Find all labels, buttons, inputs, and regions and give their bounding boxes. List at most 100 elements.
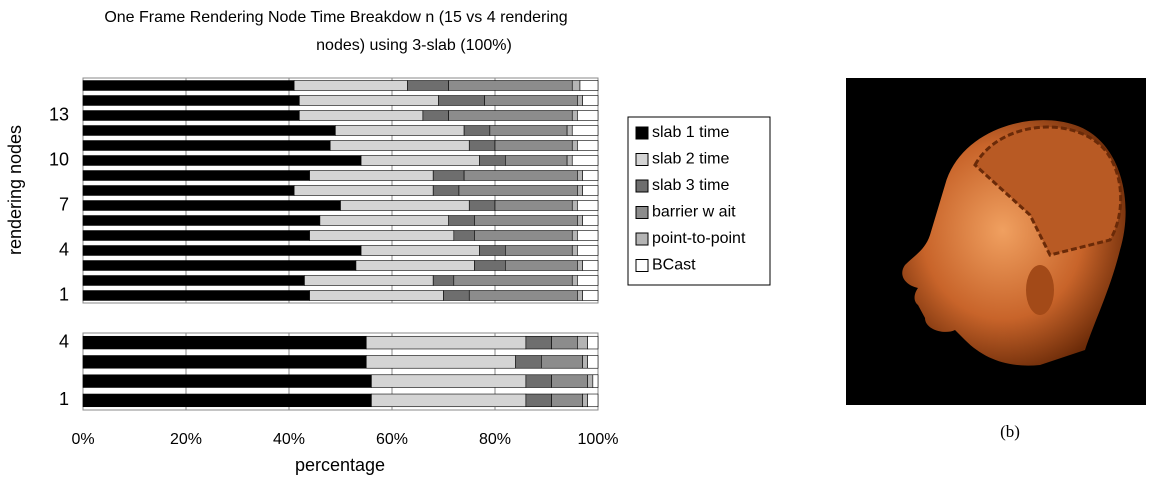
bar-segment [515,355,542,369]
bar-segment [360,245,480,256]
bar-segment [525,393,552,408]
bar-segment [582,95,599,106]
y-tick-label: 13 [49,104,69,124]
bar-segment [571,230,578,241]
y-axis-label: rendering nodes [5,125,25,255]
bar-segment [587,374,594,388]
bar-segment [407,80,449,91]
bar-segment [577,230,599,241]
caption: (b) [1000,422,1020,441]
bar-segment [571,155,599,166]
bar-segment [577,95,583,106]
bar-segment [432,185,460,196]
bar-segment [582,355,588,369]
legend-swatch [635,259,649,272]
bar-segment [82,200,341,211]
y-tick-label: 4 [59,239,69,259]
bar-segment [365,355,516,369]
bar-segment [82,155,362,166]
chart-title: One Frame Rendering Node Time Breakdow n… [104,9,567,26]
bar-segment [463,170,578,181]
legend-label: BCast [652,257,696,274]
x-tick-label: 60% [376,431,408,448]
bar-segment [468,200,496,211]
bar-segment [587,355,599,369]
bar-segment [577,215,583,226]
y-tick-label: 7 [59,194,69,214]
x-tick-label: 20% [170,431,202,448]
bar-segment [504,245,573,256]
bar-segment [571,245,578,256]
bar-segment [304,275,434,286]
y-tick-label: 1 [59,284,69,304]
legend-label: slab 2 time [652,151,729,168]
bar-segment [82,393,372,408]
bar-segment [293,185,434,196]
legend-label: barrier w ait [652,204,736,221]
bar-segment [82,230,310,241]
x-tick-label: 40% [273,431,305,448]
bar-segment [453,230,475,241]
bar-segment [579,80,599,91]
bar-segment [479,155,506,166]
bar-segment [82,355,367,369]
bar-segment [432,170,465,181]
bar-segment [82,80,295,91]
bar-segment [582,393,588,408]
bar-segment [422,110,449,121]
bar-segment [309,230,455,241]
bar-segment [571,110,578,121]
bar-segment [365,335,527,350]
bar-segment [587,335,599,350]
bar-segment [577,335,589,350]
bar-segment [474,260,506,271]
bar-segment [298,110,424,121]
ear [1026,265,1054,315]
bar-segment [525,374,552,388]
bar-segment [82,95,300,106]
bar-segment [571,200,578,211]
brain [973,125,1123,257]
bar-segment [577,110,599,121]
x-tick-label: 100% [578,431,619,448]
x-tick-label: 0% [71,431,94,448]
bar-segment [571,80,581,91]
bar-segment [309,290,444,301]
legend-label: slab 1 time [652,124,729,141]
bar-segment [360,155,480,166]
bar-segment [504,155,568,166]
bar-segment [298,95,439,106]
bar-segment [355,260,475,271]
bar-segment [577,275,599,286]
bar-segment [309,170,434,181]
legend-label: slab 3 time [652,177,729,194]
bar-segment [494,200,573,211]
bar-segment [293,80,408,91]
image-panel [846,78,1146,405]
bar-segment [438,95,486,106]
bar-segment [82,215,321,226]
bar-segment [82,290,310,301]
bar-segment [458,185,578,196]
bar-segment [82,275,305,286]
bar-segment [582,170,599,181]
bar-segment [551,393,583,408]
bar-segment [319,215,449,226]
bar-segment [82,260,357,271]
bar-segment [551,335,578,350]
bar-segment [582,185,599,196]
y-tick-label: 10 [49,149,69,169]
bar-segment [566,125,573,136]
x-axis-label: percentage [295,455,385,475]
bar-segment [494,140,573,151]
bar-segment [82,140,331,151]
bar-segment [468,140,496,151]
x-tick-label: 80% [479,431,511,448]
bar-segment [329,140,470,151]
legend-swatch [635,153,649,166]
bar-segment [371,374,527,388]
legend-swatch [635,232,649,246]
bar-segment [432,275,455,286]
bar-segment [340,200,470,211]
